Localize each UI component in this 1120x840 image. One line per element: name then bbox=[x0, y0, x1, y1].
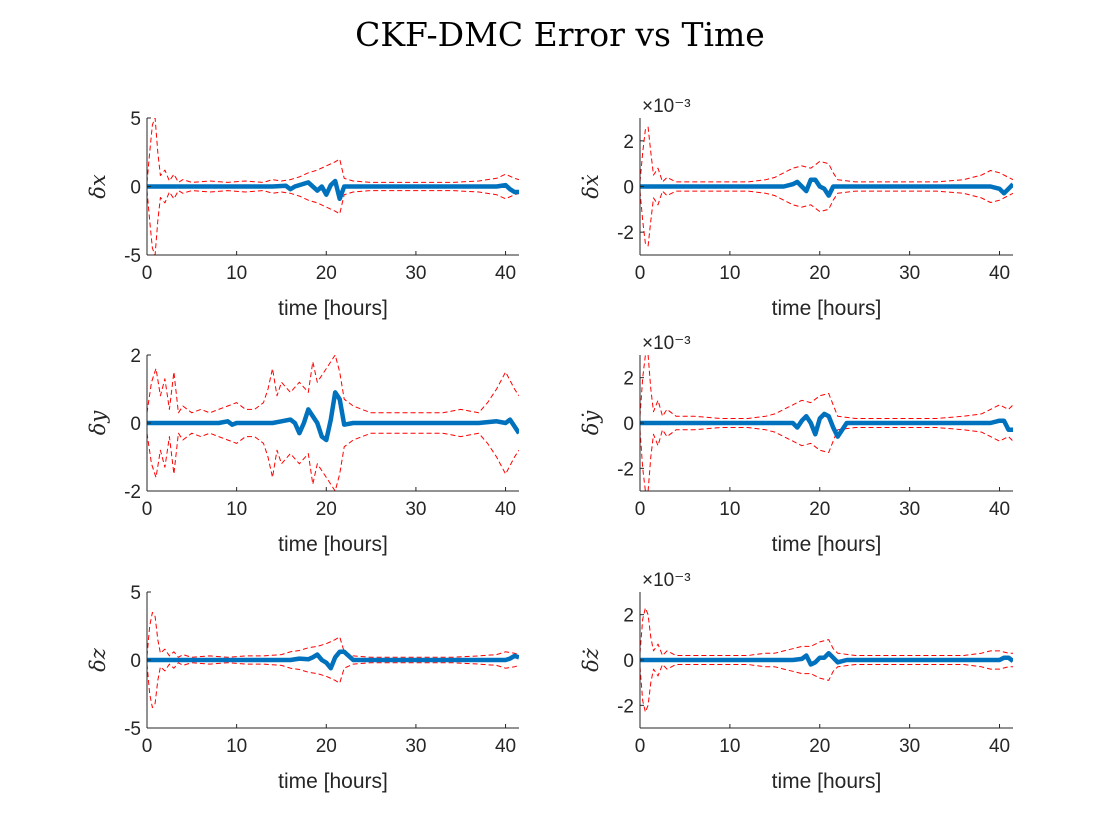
error-line-6 bbox=[640, 650, 1013, 667]
y-tick-label: 0 bbox=[623, 651, 634, 672]
x-tick-label: 40 bbox=[989, 499, 1010, 520]
x-tick-label: 0 bbox=[635, 499, 646, 520]
bound-upper-line-1 bbox=[147, 118, 519, 183]
x-tick-label: 20 bbox=[809, 263, 830, 284]
x-tick-label: 10 bbox=[226, 736, 247, 757]
x-tick-label: 20 bbox=[809, 499, 830, 520]
x-tick-label: 30 bbox=[899, 736, 920, 757]
y-axis-label: δẏ bbox=[579, 410, 603, 436]
x-tick-label: 30 bbox=[899, 263, 920, 284]
error-line-2 bbox=[640, 177, 1013, 198]
x-axis-label: time [hours] bbox=[278, 533, 388, 556]
x-axis-label: time [hours] bbox=[278, 770, 388, 793]
x-tick-label: 20 bbox=[316, 736, 337, 757]
x-tick-label: 0 bbox=[142, 736, 153, 757]
x-tick-label: 0 bbox=[142, 263, 153, 284]
y-axis-label: δy bbox=[86, 410, 110, 436]
y-tick-label: 0 bbox=[623, 414, 634, 435]
bound-lower-line-1 bbox=[147, 190, 519, 255]
x-tick-label: 30 bbox=[405, 736, 426, 757]
y-tick-label: 0 bbox=[130, 414, 141, 435]
y-tick-label: 5 bbox=[130, 109, 141, 130]
x-tick-label: 40 bbox=[495, 736, 516, 757]
y-axis-label: δz bbox=[86, 647, 110, 672]
x-tick-label: 20 bbox=[316, 499, 337, 520]
y-axis-label: δx bbox=[86, 174, 110, 199]
bound-upper-line-3 bbox=[147, 355, 519, 414]
y-tick-label: -2 bbox=[617, 696, 634, 717]
bound-upper-line-2 bbox=[640, 126, 1013, 183]
bound-lower-line-4 bbox=[640, 427, 1013, 491]
x-tick-label: 20 bbox=[316, 263, 337, 284]
bound-lower-line-6 bbox=[640, 664, 1013, 713]
y-tick-label: 2 bbox=[130, 346, 141, 367]
x-tick-label: 10 bbox=[226, 499, 247, 520]
x-axis-label: time [hours] bbox=[278, 297, 388, 320]
y-tick-label: 2 bbox=[623, 369, 634, 390]
x-tick-label: 0 bbox=[635, 736, 646, 757]
x-tick-label: 30 bbox=[899, 499, 920, 520]
x-axis-label: time [hours] bbox=[772, 770, 882, 793]
y-tick-label: -5 bbox=[124, 719, 141, 740]
x-tick-label: 40 bbox=[495, 263, 516, 284]
y-tick-label: -2 bbox=[124, 482, 141, 503]
y-exponent-label: ×10⁻³ bbox=[642, 96, 691, 117]
y-tick-label: 2 bbox=[623, 132, 634, 153]
figure-title: CKF-DMC Error vs Time bbox=[355, 15, 765, 54]
x-tick-label: 40 bbox=[989, 263, 1010, 284]
error-line-4 bbox=[640, 411, 1013, 439]
bound-upper-line-5 bbox=[147, 611, 519, 658]
y-tick-label: 0 bbox=[130, 178, 141, 199]
bound-lower-line-2 bbox=[640, 190, 1013, 247]
x-tick-label: 0 bbox=[142, 499, 153, 520]
y-tick-label: 0 bbox=[130, 651, 141, 672]
x-tick-label: 10 bbox=[719, 736, 740, 757]
x-tick-label: 20 bbox=[809, 736, 830, 757]
bound-lower-line-5 bbox=[147, 662, 519, 709]
y-axis-label: δż bbox=[579, 647, 603, 672]
y-tick-label: -2 bbox=[617, 223, 634, 244]
y-tick-label: -5 bbox=[124, 246, 141, 267]
x-tick-label: 40 bbox=[495, 499, 516, 520]
x-tick-label: 30 bbox=[405, 499, 426, 520]
x-tick-label: 10 bbox=[719, 499, 740, 520]
y-tick-label: 0 bbox=[623, 178, 634, 199]
x-tick-label: 30 bbox=[405, 263, 426, 284]
bound-upper-line-6 bbox=[640, 607, 1013, 656]
error-line-5 bbox=[147, 649, 519, 671]
x-tick-label: 40 bbox=[989, 736, 1010, 757]
y-exponent-label: ×10⁻³ bbox=[642, 570, 691, 591]
x-axis-label: time [hours] bbox=[772, 533, 882, 556]
error-line-1 bbox=[147, 178, 519, 202]
y-exponent-label: ×10⁻³ bbox=[642, 333, 691, 354]
y-tick-label: -2 bbox=[617, 459, 634, 480]
bound-lower-line-3 bbox=[147, 432, 519, 491]
x-tick-label: 0 bbox=[635, 263, 646, 284]
x-axis-label: time [hours] bbox=[772, 297, 882, 320]
y-tick-label: 5 bbox=[130, 583, 141, 604]
x-tick-label: 10 bbox=[226, 263, 247, 284]
y-tick-label: 2 bbox=[623, 606, 634, 627]
bound-upper-line-4 bbox=[640, 355, 1013, 419]
y-axis-label: δẋ bbox=[579, 174, 603, 199]
x-tick-label: 10 bbox=[719, 263, 740, 284]
error-line-3 bbox=[147, 390, 519, 443]
